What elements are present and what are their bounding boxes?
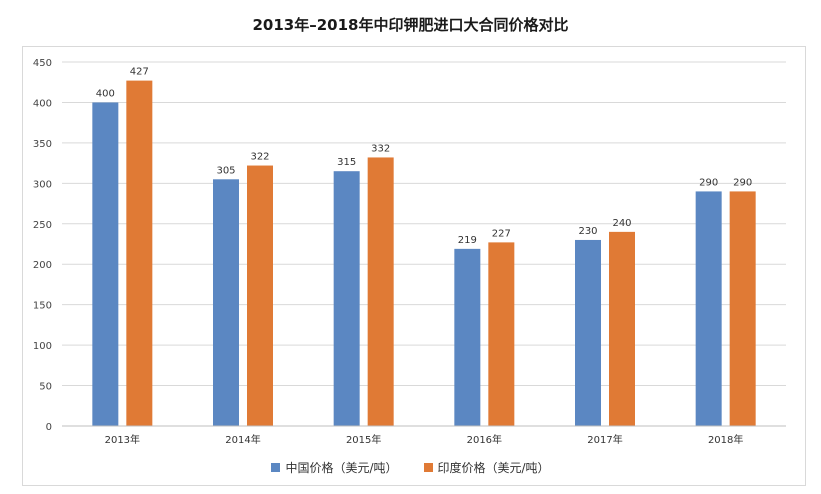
bar-india — [488, 242, 515, 426]
data-label: 315 — [337, 157, 356, 168]
bar-india — [126, 80, 153, 427]
bar-china — [575, 239, 601, 426]
y-tick-label: 300 — [33, 179, 52, 190]
bar-china — [92, 102, 119, 426]
legend-swatch-india — [423, 463, 433, 472]
legend-item-china: 中国价格（美元/吨） — [271, 459, 398, 476]
data-label: 290 — [733, 177, 752, 188]
bar-china — [454, 248, 481, 426]
data-label: 305 — [216, 165, 235, 176]
x-tick-label: 2017年 — [587, 433, 622, 446]
data-label: 219 — [458, 235, 477, 246]
data-label: 400 — [96, 88, 115, 99]
bar-india — [367, 157, 394, 426]
bar-india — [729, 191, 756, 426]
y-tick-label: 350 — [33, 139, 52, 150]
x-tick-label: 2013年 — [105, 433, 140, 446]
legend-label-china: 中国价格（美元/吨） — [285, 461, 398, 475]
legend-item-india: 印度价格（美元/吨） — [423, 459, 550, 476]
legend: 中国价格（美元/吨） 印度价格（美元/吨） — [0, 459, 821, 476]
legend-swatch-china — [271, 463, 281, 472]
x-tick-label: 2014年 — [225, 433, 260, 446]
y-tick-label: 450 — [33, 58, 52, 69]
y-tick-label: 250 — [33, 220, 52, 231]
data-label: 227 — [492, 228, 511, 239]
data-label: 322 — [250, 152, 269, 163]
y-tick-label: 100 — [33, 341, 52, 352]
legend-label-india: 印度价格（美元/吨） — [437, 461, 550, 475]
y-tick-label: 200 — [33, 260, 52, 271]
y-tick-label: 0 — [46, 422, 52, 433]
bar-china — [333, 171, 360, 426]
data-label: 290 — [699, 177, 718, 188]
plot-frame — [22, 46, 806, 486]
bar-india — [247, 165, 273, 426]
data-label: 427 — [130, 67, 149, 78]
chart-title: 2013年–2018年中印钾肥进口大合同价格对比 — [252, 16, 569, 34]
data-label: 332 — [371, 143, 390, 154]
y-tick-label: 150 — [33, 301, 52, 312]
x-tick-label: 2018年 — [708, 433, 743, 446]
y-tick-label: 50 — [39, 382, 52, 393]
y-tick-label: 400 — [33, 98, 52, 109]
bar-india — [609, 231, 635, 426]
bar-china — [213, 179, 239, 426]
bar-china — [695, 191, 722, 426]
data-label: 230 — [578, 226, 597, 237]
x-tick-label: 2015年 — [346, 433, 381, 446]
x-tick-label: 2016年 — [467, 433, 502, 446]
data-label: 240 — [612, 218, 631, 229]
